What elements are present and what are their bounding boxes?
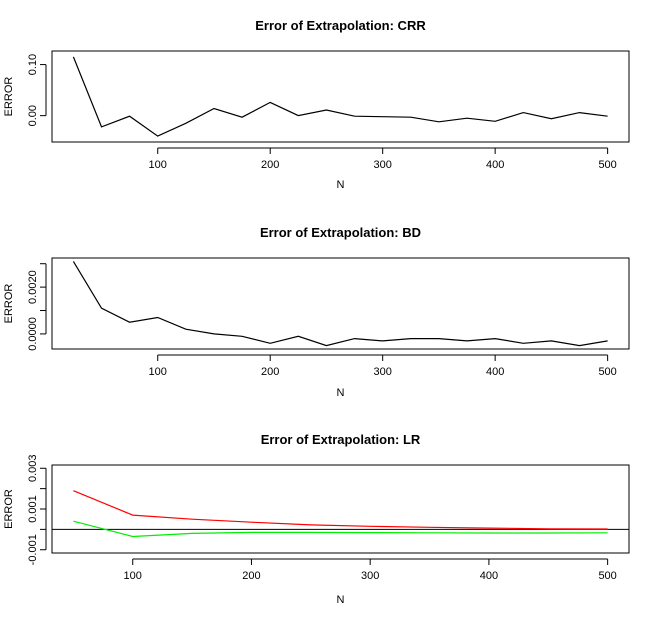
chart-title: Error of Extrapolation: LR [261,432,421,447]
series-line-2 [73,520,608,538]
y-tick-label: 0.001 [27,495,39,523]
x-axis-label: N [337,594,345,606]
x-tick-label: 200 [242,570,260,582]
series-line-1 [72,261,608,347]
x-tick-label: 100 [149,366,167,378]
y-axis-label: ERROR [3,489,15,529]
chart-panel-2: Error of Extrapolation: BD 100 200 300 400 50… [3,225,630,399]
series-line-1 [73,490,608,530]
y-axis-label: ERROR [3,77,15,117]
plot-frame [51,464,630,554]
x-tick-label: 100 [124,570,142,582]
chart-panel-3: Error of Extrapolation: LR 100 200 300 400 50… [3,432,630,606]
x-tick-label: 300 [361,570,379,582]
x-tick-label: 200 [261,366,279,378]
y-tick-label: 0.0000 [27,317,39,351]
y-axis-label: ERROR [3,284,15,324]
x-tick-label: 400 [486,159,504,171]
y-tick-label: -0.001 [27,534,39,565]
plot-frame [51,50,630,143]
chart-panel-1: Error of Extrapolation: CRR 100 200 300 400 5… [3,18,630,191]
x-tick-label: 300 [373,159,391,171]
x-tick-label: 500 [598,570,616,582]
y-tick-label: 0.003 [27,454,39,482]
x-tick-label: 300 [373,366,391,378]
x-tick-label: 400 [486,366,504,378]
x-axis-label: N [337,179,345,191]
x-tick-label: 400 [480,570,498,582]
x-tick-label: 500 [598,366,616,378]
x-tick-label: 500 [598,159,616,171]
y-tick-label: 0.00 [27,105,39,126]
y-tick-label: 0.0020 [27,270,39,304]
series-line-1 [72,56,608,137]
chart-title: Error of Extrapolation: CRR [255,18,426,33]
x-axis-label: N [337,387,345,399]
y-tick-label: 0.10 [27,54,39,75]
chart-title: Error of Extrapolation: BD [260,225,421,240]
plot-frame [51,257,630,350]
x-tick-label: 100 [149,159,167,171]
x-tick-label: 200 [261,159,279,171]
